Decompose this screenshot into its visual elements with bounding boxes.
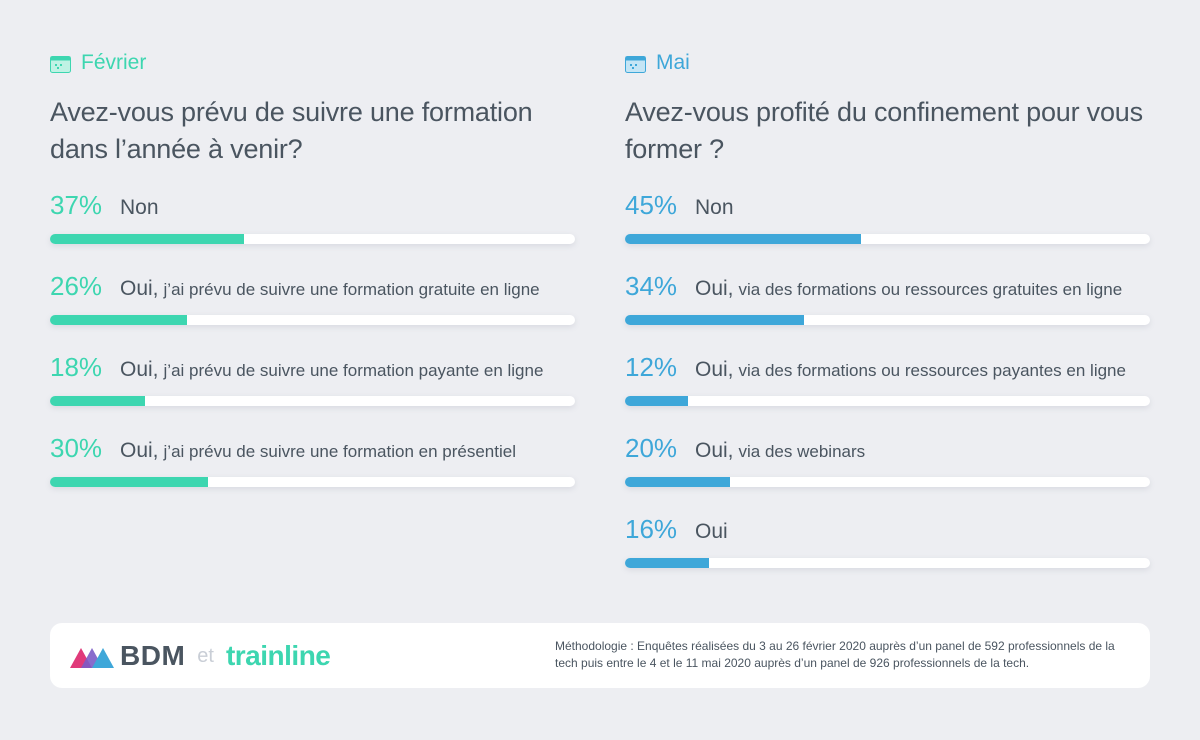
logo-connector: et: [197, 644, 214, 667]
bar-label: 20% Oui, via des webinars: [625, 433, 865, 463]
bar-label: 34% Oui, via des formations ou ressources …: [625, 271, 1122, 301]
data-label: 20%: [625, 433, 678, 463]
bar: [50, 315, 187, 325]
bar: [50, 234, 245, 244]
bar: [625, 315, 804, 325]
calendar-icon: [625, 55, 646, 73]
bar-item: 26% Oui, j’ai prévu de suivre une formatio…: [50, 271, 575, 331]
bar-track: [50, 396, 575, 406]
category-detail: j’ai prévu de suivre une formation payan…: [163, 361, 544, 380]
bar-label: 30% Oui, j’ai prévu de suivre une formatio…: [50, 433, 516, 463]
bar-item: 20% Oui, via des webinars: [625, 433, 1150, 493]
footer-card: BDM et trainline Méthodologie : Enquêtes…: [50, 623, 1150, 688]
bar-track: [50, 315, 575, 325]
category-label: Oui,: [695, 277, 734, 300]
category-label: Non: [120, 196, 159, 219]
bar-item: 37% Non: [50, 190, 575, 250]
survey-panel-may: Mai Avez-vous profité du confinement pou…: [625, 48, 1150, 568]
month-label: Février: [81, 51, 147, 74]
chart-title: Avez-vous profité du confinement pour vo…: [625, 97, 1143, 164]
survey-panel-february: Février Avez-vous prévu de suivre une fo…: [50, 48, 575, 487]
data-label: 37%: [50, 190, 103, 220]
data-label: 26%: [50, 271, 103, 301]
bar: [625, 396, 688, 406]
category-label: Oui,: [695, 439, 734, 462]
data-label: 45%: [625, 190, 678, 220]
category-label: Oui,: [120, 439, 159, 462]
category-detail: j’ai prévu de suivre une formation gratu…: [163, 280, 540, 299]
trainline-logo-text: trainline: [225, 640, 331, 671]
bdm-logo-icon: [70, 648, 114, 668]
category-detail: via des webinars: [738, 442, 866, 461]
bar-label: 37% Non: [50, 190, 159, 220]
data-label: 34%: [625, 271, 678, 301]
bar-label: 26% Oui, j’ai prévu de suivre une formatio…: [50, 271, 540, 301]
chart-title: Avez-vous prévu de suivre une formation …: [50, 97, 533, 164]
bar-item: 30% Oui, j’ai prévu de suivre une formatio…: [50, 433, 575, 493]
category-label: Non: [695, 196, 734, 219]
bar-track: [625, 396, 1150, 406]
bar-track: [50, 477, 575, 487]
bar-label: 16% Oui: [625, 514, 728, 544]
data-label: 18%: [50, 352, 103, 382]
bar-track: [625, 558, 1150, 568]
bar-item: 34% Oui, via des formations ou ressources …: [625, 271, 1150, 331]
category-label: Oui,: [120, 358, 159, 381]
calendar-icon: [50, 55, 71, 73]
bar-label: 18% Oui, j’ai prévu de suivre une formatio…: [50, 352, 543, 382]
month-header: Février: [50, 48, 575, 78]
category-label: Oui,: [695, 358, 734, 381]
bar-track: [625, 477, 1150, 487]
month-label: Mai: [656, 51, 690, 74]
bar-track: [625, 315, 1150, 325]
bar: [50, 477, 208, 487]
bar-track: [50, 234, 575, 244]
bar-label: 12% Oui, via des formations ou ressources …: [625, 352, 1126, 382]
data-label: 16%: [625, 514, 678, 544]
data-label: 30%: [50, 433, 103, 463]
data-label: 12%: [625, 352, 678, 382]
bar-item: 16% Oui: [625, 514, 1150, 574]
bar-item: 18% Oui, j’ai prévu de suivre une formatio…: [50, 352, 575, 412]
logos: BDM et trainline: [70, 640, 331, 671]
bar-item: 45% Non: [625, 190, 1150, 250]
bar: [625, 558, 709, 568]
bdm-logo-text: BDM: [120, 640, 186, 671]
category-detail: via des formations ou ressources gratuit…: [738, 280, 1123, 299]
bar-label: 45% Non: [625, 190, 734, 220]
month-header: Mai: [625, 48, 1150, 78]
bar: [625, 234, 862, 244]
category-label: Oui,: [120, 277, 159, 300]
category-label: Oui: [695, 520, 728, 543]
bar-item: 12% Oui, via des formations ou ressources …: [625, 352, 1150, 412]
category-detail: via des formations ou ressources payante…: [738, 361, 1126, 380]
bar: [625, 477, 730, 487]
bar: [50, 396, 145, 406]
methodology-note: Méthodologie : Enquêtes réalisées du 3 a…: [555, 639, 1115, 670]
bar-track: [625, 234, 1150, 244]
category-detail: j’ai prévu de suivre une formation en pr…: [163, 442, 516, 461]
